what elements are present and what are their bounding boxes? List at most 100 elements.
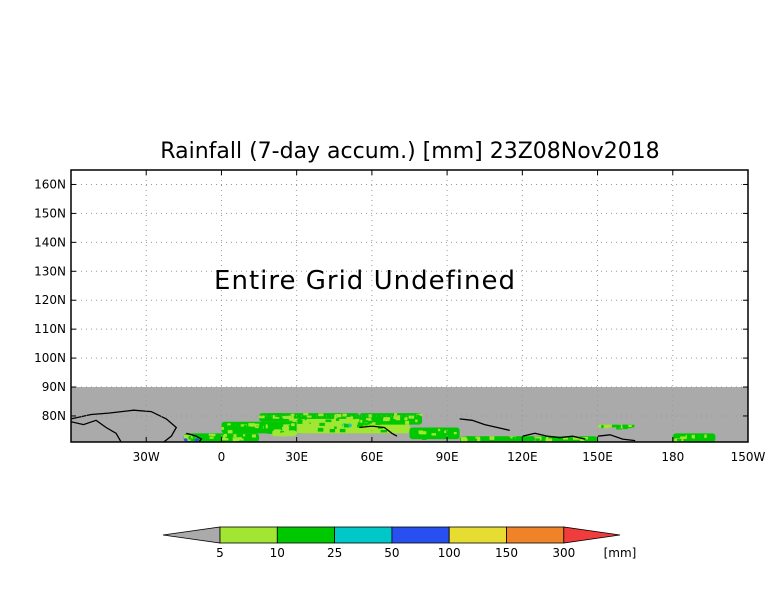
rain-speckle: [438, 428, 441, 432]
rain-speckle: [323, 415, 330, 419]
rain-speckle: [366, 418, 372, 421]
rain-speckle: [611, 424, 618, 428]
rain-speckle: [349, 419, 352, 423]
rain-speckle: [569, 436, 573, 439]
map-plot-area: 160N 150N 140N 130N 120N 110N 100N 90N 80N 30W 0 30…: [34, 169, 766, 464]
rain-speckle: [279, 432, 287, 437]
rain-speckle: [288, 430, 293, 434]
rain-speckle: [380, 429, 388, 433]
rain-speckle: [680, 434, 687, 439]
rain-speckle: [474, 438, 479, 442]
rain-speckle: [319, 422, 325, 426]
rain-speckle: [546, 437, 549, 440]
rain-speckle: [541, 438, 548, 441]
colorbar-bin: [219, 526, 278, 544]
rain-speckle: [216, 438, 222, 442]
lon-tick-label: 60E: [360, 450, 383, 464]
rain-speckle: [493, 438, 499, 442]
rain-speckle: [415, 419, 418, 423]
rain-speckle: [512, 438, 520, 441]
rain-speckle: [368, 425, 375, 430]
rain-speckle: [396, 419, 400, 424]
rain-speckle: [335, 418, 340, 421]
rain-speckle: [313, 413, 318, 418]
rain-speckle: [283, 415, 289, 419]
rain-speckle: [545, 438, 553, 442]
colorbar-bin: [334, 526, 393, 544]
rain-speckle: [522, 438, 529, 441]
colorbar-label: 150: [495, 546, 518, 560]
rain-speckle: [282, 429, 285, 433]
rain-speckle: [325, 419, 332, 423]
rain-speckle: [516, 436, 522, 439]
rain-speckle: [209, 436, 214, 439]
rain-speckle: [306, 425, 311, 429]
colorbar-label: 25: [327, 546, 342, 560]
rain-speckle: [360, 419, 363, 423]
rain-speckle: [289, 417, 294, 421]
rain-speckle: [476, 437, 481, 442]
rain-speckle: [591, 437, 597, 442]
rain-speckle: [281, 422, 286, 426]
rain-speckle: [395, 417, 401, 421]
rain-speckle: [288, 415, 294, 420]
rain-speckle: [299, 425, 306, 429]
rain-speckle: [509, 436, 516, 439]
coastline: [71, 419, 122, 442]
rain-speckle: [628, 424, 632, 428]
rain-speckle: [310, 420, 314, 423]
rain-speckle: [408, 415, 415, 419]
rain-speckle: [698, 433, 703, 438]
gridlines: [71, 170, 748, 442]
lon-tick-label: 180: [661, 450, 684, 464]
rain-speckle: [334, 426, 337, 429]
rain-speckle: [589, 437, 592, 441]
rain-speckle: [377, 426, 383, 429]
rain-speckle: [368, 414, 372, 418]
lon-tick-label: 30E: [285, 450, 308, 464]
rain-speckle: [460, 436, 467, 441]
axis-ticks: 160N 150N 140N 130N 120N 110N 100N 90N 80N 30W 0 30…: [34, 170, 766, 464]
colorbar-legend: 5 10 25 50 100 150 300 [mm]: [162, 526, 636, 560]
rain-speckle: [267, 415, 271, 418]
rain-speckle: [676, 438, 684, 441]
rain-speckle: [203, 434, 211, 438]
rain-speckle: [362, 428, 370, 432]
rain-speckle: [409, 431, 415, 434]
lon-tick-label: 0: [218, 450, 226, 464]
lon-tick-label: 150E: [582, 450, 613, 464]
rain-speckle: [334, 417, 338, 421]
rain-speckle: [311, 428, 317, 431]
rain-speckle: [434, 429, 438, 433]
rain-speckle: [429, 428, 432, 432]
rain-speckle: [554, 438, 560, 442]
rain-speckle: [312, 420, 317, 424]
coastline: [71, 409, 178, 442]
colorbar-bin: [391, 526, 450, 544]
rain-speckle: [255, 426, 259, 429]
rain-speckle: [224, 425, 228, 429]
rain-speckle: [388, 419, 394, 424]
lon-tick-label: 150W: [731, 450, 766, 464]
rain-speckle: [681, 438, 684, 442]
rain-speckle: [234, 437, 240, 442]
rain-speckle: [256, 426, 262, 430]
map-title: Rainfall (7-day accum.) [mm] 23Z08Nov201…: [160, 139, 659, 164]
rain-speckle: [300, 417, 307, 420]
rain-speckle: [484, 438, 491, 442]
rain-speckle: [282, 426, 289, 430]
rain-speckle: [192, 435, 195, 440]
rain-speckle: [383, 417, 391, 421]
rain-speckle: [467, 437, 474, 442]
rain-speckle: [704, 434, 707, 438]
rain-speckle: [306, 415, 312, 418]
rain-speckle: [364, 421, 368, 426]
rain-speckle: [280, 431, 284, 434]
rain-speckle: [361, 420, 369, 423]
rain-speckle: [444, 430, 447, 434]
rain-speckle: [452, 428, 458, 432]
rain-speckle: [581, 436, 589, 440]
rain-speckle: [267, 430, 273, 434]
rain-speckle: [188, 435, 191, 440]
